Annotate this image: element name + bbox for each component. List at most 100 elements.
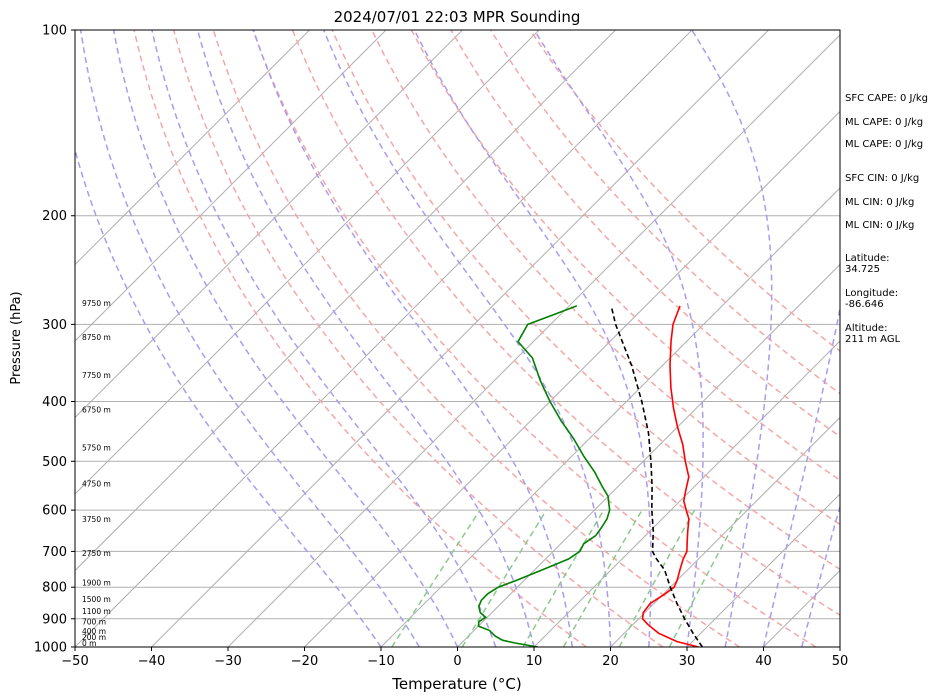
x-tick-label: 10 (526, 654, 543, 669)
y-tick-label: 900 (42, 612, 67, 627)
moist-adiabat (762, 304, 840, 647)
y-tick-label: 1000 (34, 641, 67, 656)
x-tick-label: 20 (602, 654, 619, 669)
height-label: 4750 m (82, 479, 111, 488)
moist-adiabat (691, 30, 773, 647)
height-label: 9750 m (82, 299, 111, 308)
x-axis-ticks: −50 −40 −30 −20 −10 0 10 20 30 40 50 (61, 647, 848, 669)
isotherm-30 (686, 493, 840, 647)
y-tick-label: 500 (42, 455, 67, 470)
moist-adiabat (533, 30, 704, 647)
height-labels: 9750 m 8750 m 7750 m 6750 m 5750 m 4750 m 3750… (82, 299, 111, 648)
isotherm--70 (75, 30, 540, 495)
moist-adiabat (112, 30, 459, 647)
height-label: 3750 m (82, 515, 111, 524)
height-label: 1900 m (82, 579, 111, 588)
moist-adiabats (75, 30, 840, 647)
x-tick-label: 30 (679, 654, 696, 669)
y-tick-label: 300 (42, 318, 67, 333)
y-tick-label: 400 (42, 395, 67, 410)
moist-adiabat (801, 504, 840, 647)
x-tick-label: 0 (453, 654, 461, 669)
dry-adiabat (331, 30, 840, 571)
y-tick-label: 200 (42, 209, 67, 224)
dry-adiabat (291, 30, 840, 617)
isotherm-20 (610, 416, 840, 647)
latitude-value: 34.725 (845, 264, 880, 275)
isotherm--10 (380, 187, 840, 647)
isotherm-lines (75, 30, 840, 647)
height-label: 2750 m (82, 549, 111, 558)
moist-adiabat (75, 147, 382, 647)
ml-cape-label-2: ML CAPE: 0 J/kg (845, 139, 924, 150)
x-tick-label: −20 (291, 654, 318, 669)
x-axis-label: Temperature (°C) (391, 675, 521, 693)
y-tick-label: 600 (42, 504, 67, 519)
dewpoint-profile (477, 305, 611, 647)
moist-adiabat (79, 30, 420, 647)
isotherm--20 (304, 110, 840, 647)
height-label: 8750 m (82, 333, 111, 342)
dry-adiabat (371, 30, 840, 526)
height-label: 5750 m (82, 443, 111, 452)
latitude-label: Latitude: (845, 253, 890, 264)
x-tick-label: 50 (832, 654, 849, 669)
mixing-ratio-line (668, 509, 743, 647)
isotherm-10 (533, 340, 840, 647)
dry-adiabat (252, 30, 817, 647)
moist-adiabat (323, 30, 612, 647)
y-tick-label: 100 (42, 24, 67, 39)
chart-title: 2024/07/01 22:03 MPR Sounding (334, 8, 581, 26)
mixing-ratio-line (522, 509, 605, 647)
plot-frame (74, 29, 841, 648)
longitude-label: Longitude: (845, 288, 899, 299)
moist-adiabat (252, 30, 574, 647)
altitude-label: Altitude: (845, 323, 888, 334)
y-tick-label: 700 (42, 545, 67, 560)
dry-adiabat (172, 30, 664, 647)
isotherm--80 (75, 30, 463, 419)
isotherm--90 (75, 30, 387, 342)
isotherm--40 (151, 30, 769, 647)
isobar-lines (75, 30, 840, 647)
dry-adiabat (212, 30, 740, 647)
height-label: 700 m (82, 618, 106, 627)
dry-adiabat (489, 30, 840, 395)
height-label: 400 m (82, 627, 106, 636)
sfc-cape-label: SFC CAPE: 0 J/kg (845, 93, 928, 104)
mixing-ratio-line (391, 509, 481, 647)
isotherm--60 (75, 30, 616, 572)
height-label: 7750 m (82, 371, 111, 380)
x-tick-label: −50 (61, 654, 88, 669)
x-tick-label: −10 (367, 654, 394, 669)
y-tick-label: 800 (42, 581, 67, 596)
height-label: 200 m (82, 633, 106, 642)
y-axis-label: Pressure (hPa) (9, 291, 24, 384)
moist-adiabat (151, 30, 497, 647)
height-label: 1500 m (82, 595, 111, 604)
altitude-value: 211 m AGL (845, 334, 901, 345)
dry-adiabats (133, 30, 840, 647)
dry-adiabat (529, 30, 840, 352)
parcel-profile (610, 305, 703, 647)
y-axis-ticks: 1000 900 800 700 600 500 400 300 200 100 (34, 24, 75, 656)
ml-cape-label: ML CAPE: 0 J/kg (845, 117, 924, 128)
height-label: 1100 m (82, 607, 111, 616)
sfc-cin-label: SFC CIN: 0 J/kg (845, 173, 920, 184)
x-tick-label: −40 (138, 654, 165, 669)
mixing-ratio-line (461, 509, 548, 647)
x-tick-label: −30 (214, 654, 241, 669)
ml-cin-label: ML CIN: 0 J/kg (845, 197, 915, 208)
profile-series (477, 305, 703, 647)
mixing-ratio-line (562, 509, 643, 647)
isotherm--100 (75, 30, 310, 266)
moist-adiabat (196, 30, 535, 647)
height-label: 6750 m (82, 405, 111, 414)
temperature-profile (641, 305, 699, 647)
mixing-ratio-line (618, 509, 696, 647)
ml-cin-label-2: ML CIN: 0 J/kg (845, 220, 915, 231)
longitude-value: -86.646 (845, 299, 884, 310)
moist-adiabat (413, 30, 652, 647)
x-tick-label: 40 (755, 654, 772, 669)
